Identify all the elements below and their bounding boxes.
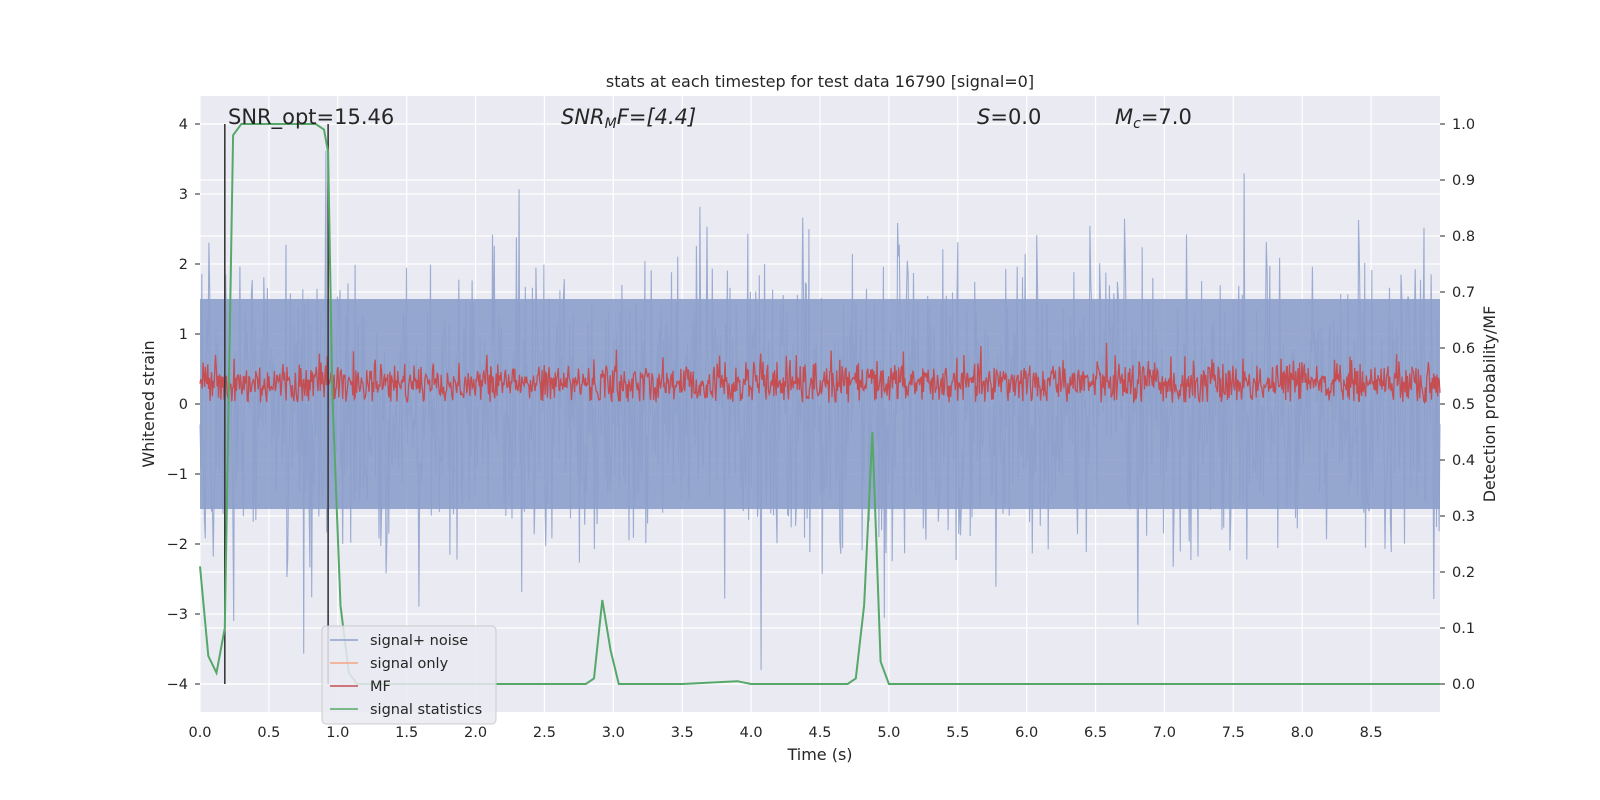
chart-title: stats at each timestep for test data 167…: [606, 72, 1034, 91]
y-right-tick-label: 0.3: [1452, 509, 1475, 525]
legend: signal+ noise signal only MF signal stat…: [321, 625, 497, 725]
annotation-mc: Mc=7.0: [1115, 105, 1192, 132]
x-tick-label: 3.5: [671, 725, 694, 741]
y-tick-label: 0: [179, 397, 188, 413]
x-tick-label: 8.5: [1360, 725, 1383, 741]
y-right-tick-label: 0.4: [1452, 453, 1475, 469]
y-axis-label: Whitened strain: [139, 340, 158, 467]
x-tick-label: 0.5: [257, 725, 280, 741]
x-tick-label: 2.5: [533, 725, 556, 741]
annotation-mc-rest: =7.0: [1141, 105, 1192, 129]
annotation-snr-mf-main: SNR: [561, 105, 605, 129]
y-right-tick-label: 0.5: [1452, 397, 1475, 413]
legend-label-signal-noise: signal+ noise: [370, 633, 468, 649]
legend-label-signal-statistics: signal statistics: [370, 702, 482, 718]
x-tick-label: 5.5: [946, 725, 969, 741]
y-right-tick-label: 0.7: [1452, 285, 1475, 301]
mf-line: [199, 342, 1441, 405]
annotation-snr-mf-sub: M: [605, 116, 617, 132]
y-tick-label: −3: [167, 607, 188, 623]
x-tick-label: 1.0: [326, 725, 349, 741]
x-ticks: 0.0 0.5 1.0 1.5 2.0 2.5 3.0 3.5 4.0 4.5 5.0 5.5 6.0 6…: [188, 725, 1382, 741]
y-right-tick-label: 0.9: [1452, 173, 1475, 189]
annotation-snr-mf-rest: F=[4.4]: [617, 105, 696, 129]
annotation-mc-main: M: [1115, 105, 1133, 129]
y-tick-label: 3: [179, 187, 188, 203]
annotation-s-main: S: [977, 105, 990, 129]
legend-label-signal-only: signal only: [370, 656, 449, 672]
y-tick-label: −1: [167, 467, 188, 483]
annotation-s: S=0.0: [977, 105, 1041, 129]
y-right-tick-label: 0.1: [1452, 621, 1475, 637]
mf-series: [199, 342, 1441, 405]
x-tick-label: 2.0: [464, 725, 487, 741]
x-tick-label: 3.0: [602, 725, 625, 741]
y-ticks-right: 0.0 0.1 0.2 0.3 0.4 0.5 0.6 0.7 0.8 0.9 1.0: [1440, 117, 1475, 693]
x-tick-label: 8.0: [1291, 725, 1314, 741]
y-axis-label-right: Detection probability/MF: [1480, 306, 1499, 503]
signal-noise-series: [199, 150, 1441, 671]
y-ticks: −4 −3 −2 −1 0 1 2 3 4: [167, 117, 200, 693]
x-tick-label: 4.0: [740, 725, 763, 741]
x-tick-label: 0.0: [188, 725, 211, 741]
y-right-tick-label: 0.0: [1452, 677, 1475, 693]
y-tick-label: −2: [167, 537, 188, 553]
x-tick-label: 7.5: [1222, 725, 1245, 741]
annotation-snr-mf: SNRMF=[4.4]: [561, 105, 696, 132]
y-right-tick-label: 1.0: [1452, 117, 1475, 133]
legend-box: [321, 625, 497, 725]
annotation-snr-opt: SNR_opt=15.46: [228, 105, 394, 130]
x-tick-label: 6.5: [1084, 725, 1107, 741]
annotation-mc-sub: c: [1133, 116, 1141, 132]
y-right-tick-label: 0.6: [1452, 341, 1475, 357]
x-tick-label: 1.5: [395, 725, 418, 741]
x-axis-label: Time (s): [786, 745, 852, 764]
x-tick-label: 7.0: [1153, 725, 1176, 741]
signal-noise-band: [200, 299, 1440, 509]
legend-label-mf: MF: [370, 679, 391, 695]
x-tick-label: 4.5: [808, 725, 831, 741]
y-right-tick-label: 0.2: [1452, 565, 1475, 581]
x-tick-label: 6.0: [1015, 725, 1038, 741]
y-right-tick-label: 0.8: [1452, 229, 1475, 245]
x-tick-label: 5.0: [877, 725, 900, 741]
y-tick-label: 4: [179, 117, 188, 133]
y-tick-label: 2: [179, 257, 188, 273]
y-tick-label: −4: [167, 677, 188, 693]
y-tick-label: 1: [179, 327, 188, 343]
annotation-s-rest: =0.0: [990, 105, 1041, 129]
